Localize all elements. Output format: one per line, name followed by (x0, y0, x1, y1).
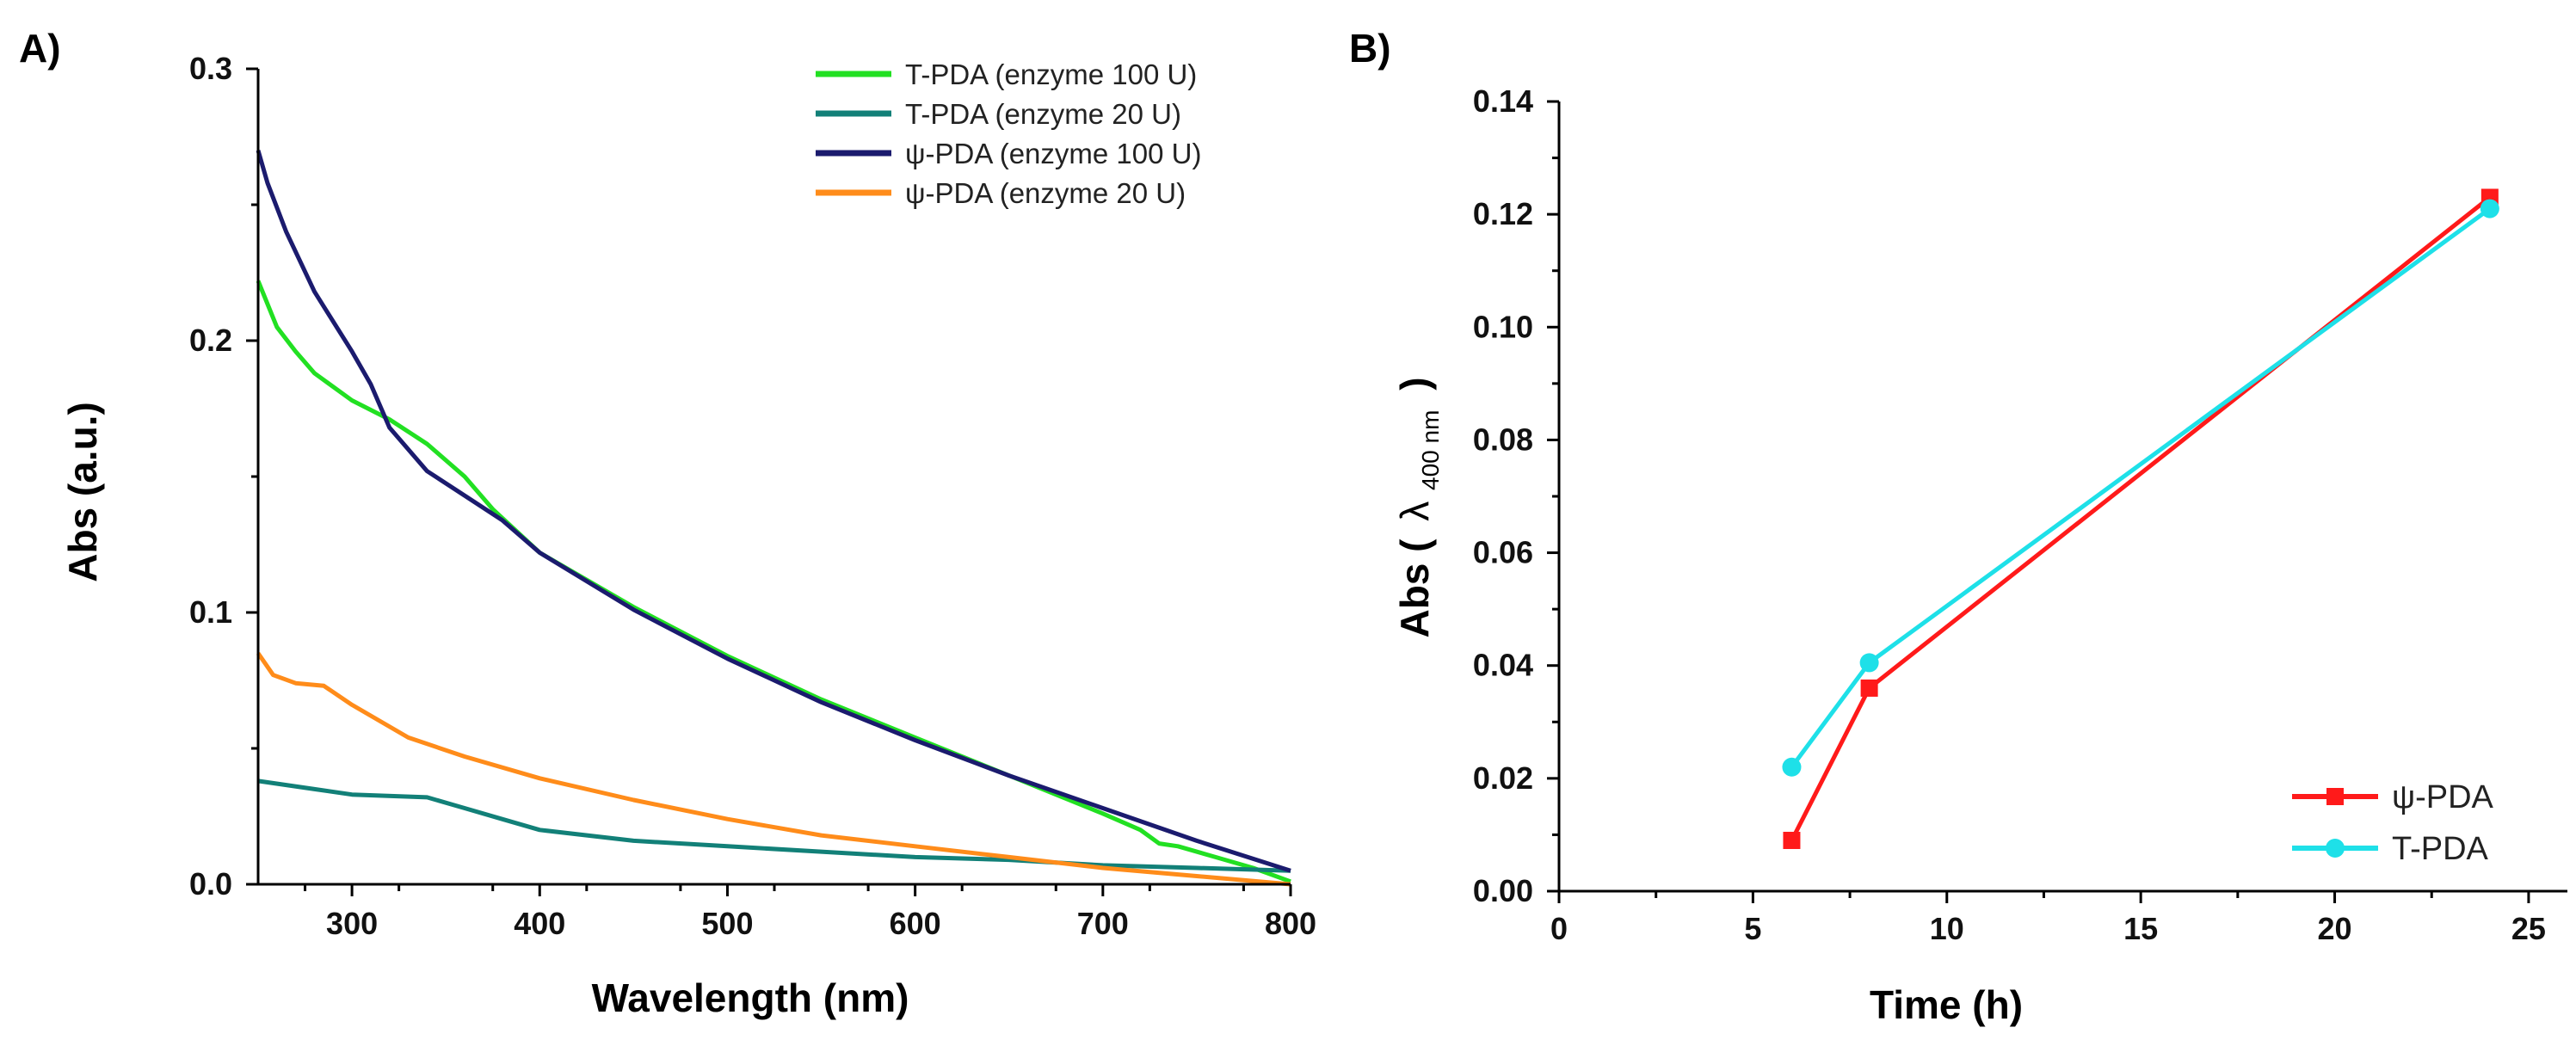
chart-b-axes: 0 5 10 15 20 25 0.00 0.02 0.04 0.06 0.08 0.10 0.12 0.… (1473, 83, 2567, 946)
chart-b-xlabel: Time (h) (1870, 982, 2023, 1027)
chart-b-y-tick-label: 0.02 (1473, 760, 1533, 796)
chart-b-series-line-1 (1790, 206, 2492, 769)
chart-b-x-tick-label: 0 (1550, 911, 1568, 946)
chart-b-ylabel-symbol: λ (1392, 501, 1437, 521)
chart-b-point-0 (1783, 831, 1801, 849)
chart-b-legend-label-1: T-PDA (2392, 831, 2489, 867)
chart-b-y-tick-label: 0.04 (1473, 648, 1533, 683)
chart-b-ylabel-subscript: 400 nm (1417, 410, 1444, 490)
chart-a-axes: 300 400 500 600 700 800 0.0 0.1 0.2 0.3 (189, 51, 1316, 941)
chart-b-y-tick-label: 0.14 (1473, 83, 1533, 119)
panel-label-a: A) (19, 26, 61, 71)
chart-b-point-0 (1860, 679, 1878, 697)
chart-b-ylabel-main: Abs ( (1392, 538, 1437, 638)
chart-b: B) 0 5 10 15 20 25 0.00 0.02 0.04 0.06 0.08 0.10 0.1… (1349, 26, 2567, 1027)
chart-a-legend-label-0: T-PDA (enzyme 100 U) (905, 58, 1197, 90)
chart-b-x-tick-label: 25 (2511, 911, 2546, 946)
chart-a-y-tick-label: 0.0 (189, 866, 232, 901)
chart-b-series-line-0 (1790, 195, 2492, 842)
chart-b-ylabel: Abs ( λ 400 nm ) (1392, 377, 1447, 637)
chart-a: A) 300 400 500 600 700 800 0.0 0.1 0.2 0.3 Wavele… (19, 26, 1316, 1020)
chart-b-y-tick-label: 0.12 (1473, 196, 1533, 231)
chart-a-legend: T-PDA (enzyme 100 U) T-PDA (enzyme 20 U) ψ… (816, 58, 1201, 209)
chart-a-x-tick-label: 500 (701, 906, 753, 941)
panel-label-b: B) (1349, 26, 1391, 71)
chart-b-y-tick-label: 0.00 (1473, 873, 1533, 908)
chart-b-y-tick-label: 0.08 (1473, 421, 1533, 457)
chart-b-legend-label-0: ψ-PDA (2392, 779, 2494, 815)
chart-b-point-1 (1859, 653, 1879, 673)
chart-a-legend-label-3: ψ-PDA (enzyme 20 U) (905, 177, 1186, 209)
chart-a-series-line-2 (256, 150, 1291, 873)
chart-b-legend-marker-1 (2326, 839, 2345, 858)
chart-a-ylabel: Abs (a.u.) (60, 402, 105, 582)
chart-a-xlabel: Wavelength (nm) (592, 975, 909, 1020)
chart-b-y-tick-label: 0.06 (1473, 535, 1533, 570)
chart-a-series-line-3 (256, 651, 1291, 887)
chart-a-y-tick-label: 0.3 (189, 51, 232, 86)
chart-b-x-tick-label: 5 (1744, 911, 1761, 946)
chart-b-y-tick-label: 0.10 (1473, 309, 1533, 344)
chart-a-series (256, 150, 1291, 887)
chart-b-legend-marker-0 (2326, 788, 2344, 805)
chart-a-x-tick-label: 300 (326, 906, 378, 941)
chart-b-x-tick-label: 10 (1930, 911, 1964, 946)
chart-b-x-tick-label: 15 (2123, 911, 2158, 946)
chart-b-point-1 (2480, 199, 2499, 218)
chart-b-series (1782, 188, 2499, 849)
chart-a-legend-label-2: ψ-PDA (enzyme 100 U) (905, 138, 1201, 169)
chart-b-x-tick-label: 20 (2318, 911, 2352, 946)
chart-a-x-tick-label: 800 (1265, 906, 1316, 941)
chart-a-x-tick-label: 600 (890, 906, 941, 941)
chart-b-legend: ψ-PDA T-PDA (2292, 779, 2494, 867)
chart-a-x-tick-label: 400 (514, 906, 565, 941)
chart-a-y-tick-label: 0.1 (189, 594, 232, 630)
chart-a-series-line-0 (256, 280, 1291, 884)
chart-a-x-tick-label: 700 (1077, 906, 1129, 941)
chart-b-point-1 (1782, 757, 1802, 777)
chart-b-ylabel-close: ) (1392, 377, 1437, 390)
chart-a-y-tick-label: 0.2 (189, 323, 232, 358)
chart-a-legend-label-1: T-PDA (enzyme 20 U) (905, 98, 1181, 130)
